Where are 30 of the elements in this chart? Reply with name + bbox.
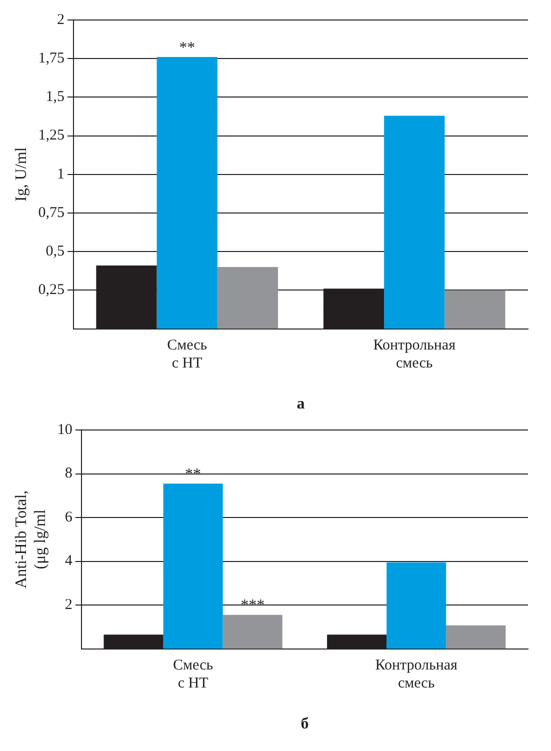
x-tick-label: Смесь с НТ — [173, 658, 214, 692]
y-tick-label: 6 — [64, 509, 73, 526]
y-tick-label: 0,5 — [46, 244, 64, 260]
bar — [163, 484, 223, 649]
y-tick-label: 0,75 — [38, 204, 64, 221]
bar — [217, 267, 278, 329]
x-axis-title: б — [300, 716, 309, 733]
y-axis-title: Anti-Hib Total, (μg lg/ml — [12, 490, 50, 588]
y-tick-label: 1 — [56, 166, 64, 182]
y-tick-label: 1,75 — [38, 50, 64, 67]
bar — [222, 614, 282, 649]
bar — [444, 290, 506, 329]
bar — [156, 57, 218, 329]
y-tick-label: 10 — [57, 422, 72, 438]
x-tick-label: Контрольная смесь — [373, 338, 456, 372]
y-tick-label: 2 — [56, 12, 64, 28]
bar — [446, 625, 506, 649]
annotation: ** — [179, 39, 196, 56]
bar — [384, 116, 445, 329]
x-tick-label: Контрольная смесь — [375, 658, 458, 692]
y-tick-label: 2 — [64, 596, 72, 613]
y-tick-label: 1,5 — [46, 89, 64, 106]
y-tick-label: 0,25 — [38, 282, 64, 298]
y-tick-label: 4 — [64, 553, 73, 570]
x-axis-title: а — [296, 396, 305, 413]
y-axis-title: Ig, U/ml — [12, 146, 30, 202]
y-tick-label: 8 — [64, 466, 72, 482]
y-tick-label: 1,25 — [38, 128, 64, 144]
bar — [386, 562, 446, 649]
x-tick-label: Смесь с НТ — [167, 338, 208, 372]
